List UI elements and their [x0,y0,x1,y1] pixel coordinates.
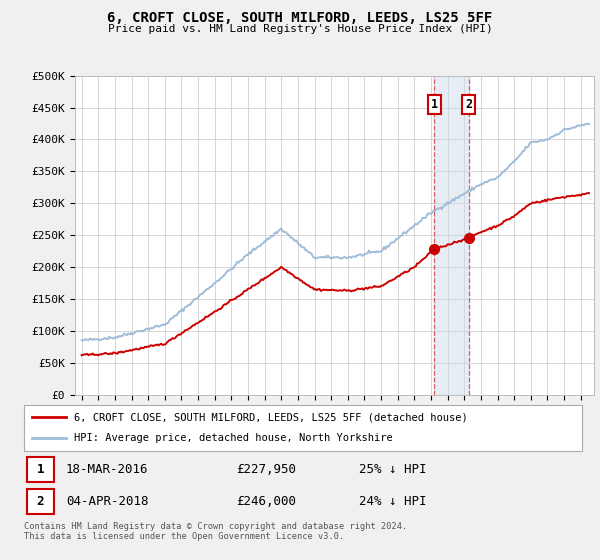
Text: 2: 2 [465,98,472,111]
Text: Price paid vs. HM Land Registry's House Price Index (HPI): Price paid vs. HM Land Registry's House … [107,24,493,34]
FancyBboxPatch shape [27,457,53,482]
Text: 6, CROFT CLOSE, SOUTH MILFORD, LEEDS, LS25 5FF (detached house): 6, CROFT CLOSE, SOUTH MILFORD, LEEDS, LS… [74,412,468,422]
Text: HPI: Average price, detached house, North Yorkshire: HPI: Average price, detached house, Nort… [74,433,393,444]
Text: 25% ↓ HPI: 25% ↓ HPI [359,463,426,476]
Text: 24% ↓ HPI: 24% ↓ HPI [359,494,426,507]
Text: £227,950: £227,950 [236,463,296,476]
Text: 18-MAR-2016: 18-MAR-2016 [66,463,148,476]
Text: 1: 1 [431,98,438,111]
Bar [434,76,469,395]
Text: 2: 2 [37,494,44,507]
FancyBboxPatch shape [27,488,53,514]
Text: £246,000: £246,000 [236,494,296,507]
Text: 6, CROFT CLOSE, SOUTH MILFORD, LEEDS, LS25 5FF: 6, CROFT CLOSE, SOUTH MILFORD, LEEDS, LS… [107,11,493,25]
Text: 1: 1 [37,463,44,476]
Text: 04-APR-2018: 04-APR-2018 [66,494,148,507]
Text: Contains HM Land Registry data © Crown copyright and database right 2024.
This d: Contains HM Land Registry data © Crown c… [24,522,407,542]
